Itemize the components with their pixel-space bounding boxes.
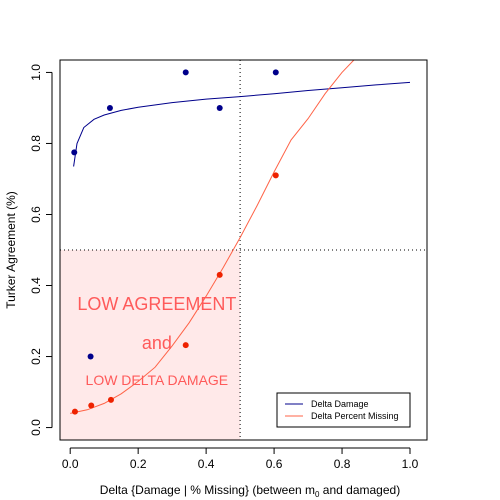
y-axis-label: Turker Agreement (%)	[4, 191, 18, 309]
series-1-point-5	[216, 104, 223, 111]
x-axis-label: Delta {Damage | % Missing} (between m0 a…	[100, 483, 400, 499]
annotation-3: LOW DELTA DAMAGE	[86, 372, 229, 388]
legend-label-2: Delta Percent Missing	[311, 411, 399, 421]
x-tick-label-5: 1.0	[402, 457, 419, 471]
x-axis-label-tail: and damaged)	[319, 483, 400, 497]
series-2-point-4	[182, 342, 189, 349]
fit-curve-series-1	[73, 81, 411, 167]
annotation-2: and	[142, 333, 172, 353]
series-2-point-1	[71, 408, 78, 415]
x-tick-label-3: 0.6	[266, 457, 283, 471]
series-2-point-2	[88, 402, 95, 409]
series-1-point-4	[182, 69, 189, 76]
x-axis-label-main: Delta {Damage | % Missing} (between m	[100, 483, 315, 497]
x-tick-label-1: 0.2	[130, 457, 147, 471]
series-1-point-6	[272, 69, 279, 76]
y-tick-label-4: 0.8	[29, 135, 43, 152]
y-tick-label-0: 0.0	[29, 419, 43, 436]
x-tick-label-4: 0.8	[334, 457, 351, 471]
plot-frame	[59, 59, 428, 441]
legend-label-1: Delta Damage	[311, 399, 369, 409]
x-axis-label-subscript: 0	[315, 490, 320, 499]
x-tick-label-2: 0.4	[198, 457, 215, 471]
series-1-point-2	[87, 353, 94, 360]
legend: Delta Damage Delta Percent Missing	[276, 392, 411, 428]
series-1-point-1	[71, 149, 78, 156]
series-2-point-6	[272, 172, 279, 179]
y-tick-label-5: 1.0	[29, 64, 43, 81]
annotation-1: LOW AGREEMENT	[77, 294, 236, 314]
y-tick-label-1: 0.2	[29, 348, 43, 365]
y-tick-label-2: 0.4	[29, 277, 43, 294]
series-1-point-3	[106, 104, 113, 111]
x-tick-label-0: 0.0	[62, 457, 79, 471]
y-tick-label-3: 0.6	[29, 206, 43, 223]
series-2-point-5	[216, 271, 223, 278]
legend-box	[276, 392, 411, 428]
series-2-point-3	[107, 396, 114, 403]
fit-curve-series-2	[70, 60, 355, 414]
